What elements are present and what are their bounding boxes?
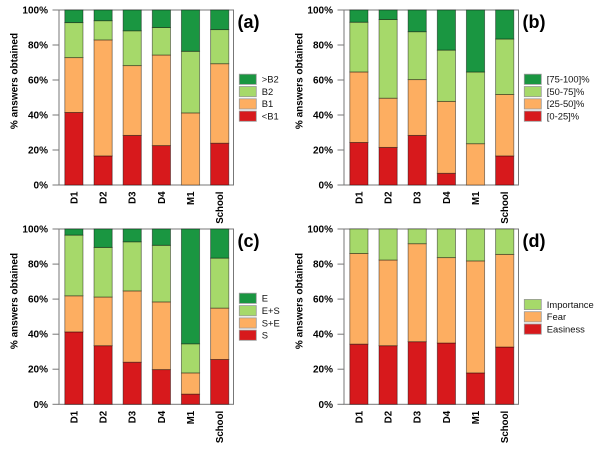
svg-text:M1: M1 [186,191,197,205]
svg-text:60%: 60% [313,76,333,87]
svg-text:E+S: E+S [262,305,280,316]
svg-text:80%: 80% [313,41,333,52]
svg-text:D2: D2 [99,411,110,423]
svg-text:(d): (d) [523,231,546,251]
svg-text:D3: D3 [413,191,424,204]
svg-text:% answers obtained: % answers obtained [295,253,306,349]
svg-text:20%: 20% [313,365,333,376]
svg-text:20%: 20% [28,365,48,376]
svg-text:M1: M1 [471,191,482,205]
svg-text:0%: 0% [34,181,49,192]
svg-text:S+E: S+E [262,317,280,328]
svg-text:[25-50]%: [25-50]% [547,98,585,109]
svg-text:M1: M1 [186,410,197,424]
svg-text:D1: D1 [69,191,80,204]
svg-text:D1: D1 [69,410,80,423]
svg-text:80%: 80% [28,41,48,52]
svg-text:School: School [500,192,511,224]
svg-text:40%: 40% [313,111,333,122]
svg-text:D4: D4 [442,191,453,204]
svg-text:60%: 60% [28,295,48,306]
svg-text:Importance: Importance [547,299,594,310]
svg-text:60%: 60% [28,76,48,87]
svg-text:E: E [262,293,268,304]
svg-text:100%: 100% [22,225,48,236]
svg-text:<B1: <B1 [262,111,279,122]
svg-text:(c): (c) [238,231,260,251]
svg-text:40%: 40% [28,330,48,341]
svg-text:100%: 100% [22,6,48,17]
svg-text:B2: B2 [262,86,273,97]
svg-text:D3: D3 [413,410,424,423]
svg-text:B1: B1 [262,98,273,109]
svg-text:40%: 40% [313,330,333,341]
svg-text:Fear: Fear [547,311,566,322]
svg-text:S: S [262,330,268,341]
svg-text:[0-25]%: [0-25]% [547,111,579,122]
svg-text:20%: 20% [313,146,333,157]
svg-text:D4: D4 [442,410,453,423]
svg-text:Easiness: Easiness [547,323,585,334]
svg-text:% answers obtained: % answers obtained [10,33,21,129]
svg-text:D1: D1 [354,191,365,204]
svg-text:D3: D3 [128,410,139,423]
svg-text:School: School [215,192,226,224]
svg-text:School: School [500,411,511,443]
svg-text:0%: 0% [319,181,334,192]
svg-text:(b): (b) [523,12,546,32]
svg-text:80%: 80% [28,260,48,271]
svg-text:[50-75]%: [50-75]% [547,86,585,97]
svg-text:D2: D2 [384,411,395,423]
svg-text:[75-100]%: [75-100]% [547,74,590,85]
svg-text:% answers obtained: % answers obtained [10,253,21,349]
svg-text:20%: 20% [28,146,48,157]
svg-text:D3: D3 [128,191,139,204]
svg-text:D2: D2 [384,192,395,204]
svg-text:School: School [215,411,226,443]
svg-text:% answers obtained: % answers obtained [295,33,306,129]
svg-text:D2: D2 [99,192,110,204]
svg-text:100%: 100% [307,225,333,236]
svg-text:(a): (a) [238,12,260,32]
svg-text:40%: 40% [28,111,48,122]
svg-text:100%: 100% [307,6,333,17]
svg-text:80%: 80% [313,260,333,271]
svg-text:D4: D4 [157,410,168,423]
svg-text:0%: 0% [319,400,334,411]
svg-text:60%: 60% [313,295,333,306]
svg-text:0%: 0% [34,400,49,411]
svg-text:M1: M1 [471,410,482,424]
svg-text:D1: D1 [354,410,365,423]
svg-text:D4: D4 [157,191,168,204]
svg-text:>B2: >B2 [262,74,279,85]
